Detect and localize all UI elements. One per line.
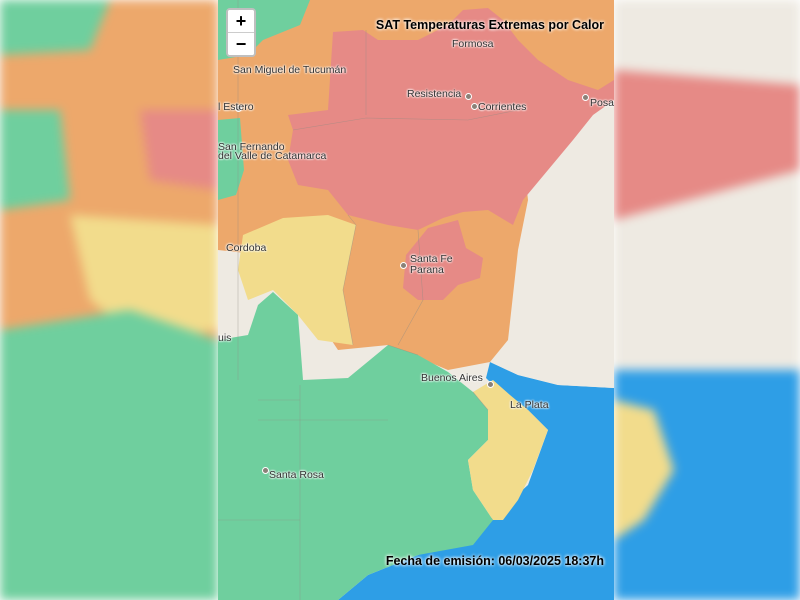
zoom-out-button[interactable]: − bbox=[228, 32, 254, 55]
city-label-san-luis: uis bbox=[218, 332, 232, 344]
ocean-region bbox=[338, 362, 614, 600]
city-label-resistencia: Resistencia bbox=[407, 88, 462, 100]
east-coast-land bbox=[490, 100, 614, 388]
zoom-control: + − bbox=[226, 8, 256, 57]
map-canvas[interactable] bbox=[218, 0, 614, 600]
alert-red-northeast bbox=[288, 8, 614, 230]
city-label-santiago: l Estero bbox=[218, 101, 254, 113]
city-dot-santiago bbox=[234, 104, 242, 112]
zoom-in-button[interactable]: + bbox=[228, 10, 254, 32]
city-label-tucuman: San Miguel de Tucumán bbox=[233, 64, 347, 76]
city-label-santa-rosa: Santa Rosa bbox=[269, 469, 324, 481]
map-title: SAT Temperaturas Extremas por Calor bbox=[375, 18, 604, 32]
city-dot-corrientes bbox=[470, 102, 478, 110]
province-boundaries bbox=[218, 0, 519, 600]
alert-yellow-coast bbox=[468, 380, 548, 520]
city-label-parana: Parana bbox=[410, 264, 444, 276]
city-dot-santa-rosa bbox=[261, 466, 269, 474]
city-label-la-plata: La Plata bbox=[510, 399, 549, 411]
alert-green-catamarca bbox=[218, 118, 244, 200]
city-label-buenos-aires: Buenos Aires bbox=[421, 372, 483, 384]
city-dot-buenos-aires bbox=[486, 380, 494, 388]
city-label-catamarca-2: del Valle de Catamarca bbox=[218, 150, 327, 162]
alert-green-south bbox=[218, 292, 493, 600]
city-label-posadas: Posa bbox=[590, 97, 614, 109]
issue-date: Fecha de emisión: 06/03/2025 18:37h bbox=[385, 554, 604, 568]
blurred-background-left bbox=[0, 0, 218, 600]
blurred-background-right bbox=[614, 0, 800, 600]
city-label-catamarca-1: San Fernando bbox=[218, 141, 285, 153]
city-dot-santa-fe bbox=[399, 261, 407, 269]
city-label-cordoba: Cordoba bbox=[226, 242, 267, 254]
alert-yellow-cordoba bbox=[238, 215, 356, 345]
city-label-formosa: Formosa bbox=[452, 38, 494, 50]
city-dot-posadas bbox=[581, 93, 589, 101]
city-label-santa-fe: Santa Fe bbox=[410, 253, 453, 265]
alert-red-parana bbox=[403, 220, 483, 300]
city-label-corrientes: Corrientes bbox=[478, 101, 527, 113]
map-view[interactable]: Formosa San Miguel de Tucumán Resistenci… bbox=[218, 0, 614, 600]
city-dot-resistencia bbox=[464, 92, 472, 100]
